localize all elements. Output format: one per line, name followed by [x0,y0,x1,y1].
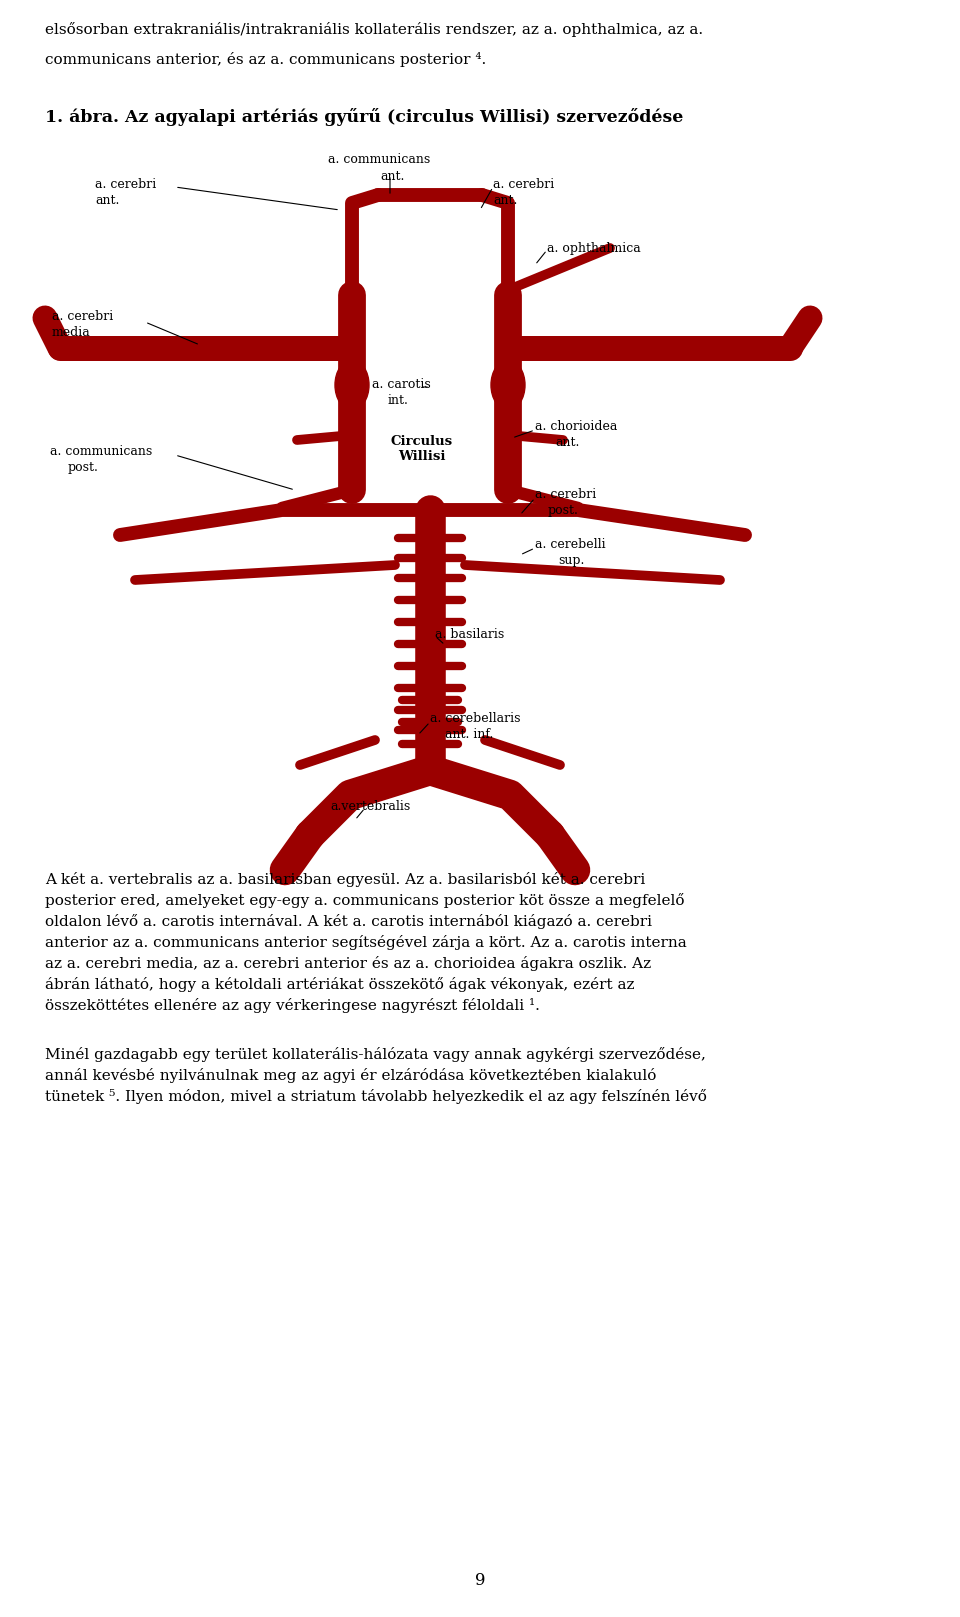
Text: a. cerebri: a. cerebri [95,178,156,191]
Text: anterior az a. communicans anterior segítségével zárja a kört. Az a. carotis int: anterior az a. communicans anterior segí… [45,935,686,951]
Text: a. cerebri: a. cerebri [52,310,113,323]
Text: communicans anterior, és az a. communicans posterior ⁴.: communicans anterior, és az a. communica… [45,52,487,66]
Text: sup.: sup. [558,555,585,568]
Text: media: media [52,327,91,340]
Text: ant.: ant. [95,194,119,207]
Text: a. basilaris: a. basilaris [435,627,504,640]
Text: post.: post. [68,461,99,474]
Text: ant.: ant. [493,194,517,207]
Text: a. communicans: a. communicans [50,445,153,458]
Ellipse shape [335,361,369,411]
Text: a. carotis: a. carotis [372,378,431,391]
Text: posterior ered, amelyeket egy-egy a. communicans posterior köt össze a megfelelő: posterior ered, amelyeket egy-egy a. com… [45,893,684,909]
Text: elsősorban extrakraniális/intrakraniális kollaterális rendszer, az a. ophthalmic: elsősorban extrakraniális/intrakraniális… [45,23,703,37]
Text: annál kevésbé nyilvánulnak meg az agyi ér elzáródása következtében kialakuló: annál kevésbé nyilvánulnak meg az agyi é… [45,1067,657,1083]
Text: tünetek ⁵. Ilyen módon, mivel a striatum távolabb helyezkedik el az agy felszíné: tünetek ⁵. Ilyen módon, mivel a striatum… [45,1088,707,1104]
Text: post.: post. [548,505,579,517]
Ellipse shape [491,361,525,411]
Text: Circulus
Willisi: Circulus Willisi [391,435,453,462]
Text: A két a. vertebralis az a. basilarisban egyesül. Az a. basilarisból két a. cereb: A két a. vertebralis az a. basilarisban … [45,872,645,888]
Text: 1. ábra. Az agyalapi artériás gyűrű (circulus Willisi) szerveződése: 1. ábra. Az agyalapi artériás gyűrű (cir… [45,108,684,126]
Text: ant.: ant. [380,170,404,183]
Text: int.: int. [388,395,409,407]
Text: ábrán látható, hogy a kétoldali artériákat összekötő ágak vékonyak, ezért az: ábrán látható, hogy a kétoldali artériák… [45,977,635,991]
Text: a. cerebri: a. cerebri [535,488,596,501]
Text: ant.: ant. [555,437,580,450]
Text: oldalon lévő a. carotis internával. A két a. carotis internából kiágazó a. cereb: oldalon lévő a. carotis internával. A ké… [45,914,652,930]
Text: a. communicans: a. communicans [328,154,430,167]
Text: ant. inf.: ant. inf. [445,728,493,741]
Text: a. cerebelli: a. cerebelli [535,538,606,551]
Text: a. chorioidea: a. chorioidea [535,420,617,433]
Text: összeköttétes ellenére az agy vérkeringese nagyrészt féloldali ¹.: összeköttétes ellenére az agy vérkeringe… [45,998,540,1012]
Text: a. ophthalmica: a. ophthalmica [547,243,640,255]
Text: Minél gazdagabb egy terület kollaterális-hálózata vagy annak agykérgi szerveződé: Minél gazdagabb egy terület kollaterális… [45,1046,706,1062]
Text: 9: 9 [475,1572,485,1590]
Text: a.vertebralis: a.vertebralis [330,800,410,813]
Text: az a. cerebri media, az a. cerebri anterior és az a. chorioidea ágakra oszlik. A: az a. cerebri media, az a. cerebri anter… [45,956,651,970]
Text: a. cerebellaris: a. cerebellaris [430,711,520,724]
Text: a. cerebri: a. cerebri [493,178,554,191]
